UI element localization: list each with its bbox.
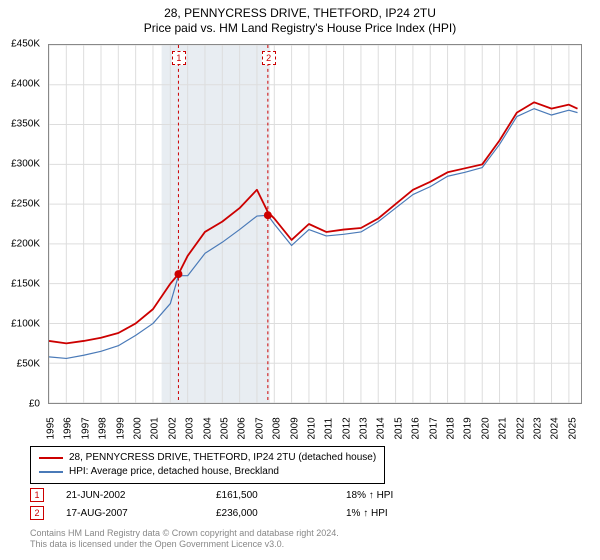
x-tick-label: 2015	[393, 417, 404, 439]
x-tick-label: 2003	[185, 417, 196, 439]
x-tick-label: 2024	[550, 417, 561, 439]
x-tick-label: 1996	[63, 417, 74, 439]
x-tick-label: 2001	[150, 417, 161, 439]
chart-svg	[49, 45, 581, 403]
x-tick-label: 2014	[376, 417, 387, 439]
x-tick-label: 2021	[498, 417, 509, 439]
transaction-marker-1: 1	[30, 488, 44, 502]
transaction-hpi-1: 18% ↑ HPI	[346, 490, 393, 501]
transaction-date-2: 17-AUG-2007	[66, 508, 216, 519]
x-tick-label: 2007	[254, 417, 265, 439]
x-tick-label: 2000	[132, 417, 143, 439]
x-tick-label: 2025	[567, 417, 578, 439]
x-tick-label: 2019	[463, 417, 474, 439]
y-tick-label: £350K	[11, 119, 40, 130]
legend-row-property: 28, PENNYCRESS DRIVE, THETFORD, IP24 2TU…	[39, 451, 376, 465]
x-tick-label: 1995	[46, 417, 57, 439]
chart-marker-2: 2	[262, 51, 276, 65]
x-tick-label: 2023	[533, 417, 544, 439]
footer-text: Contains HM Land Registry data © Crown c…	[30, 528, 339, 550]
x-tick-label: 2005	[219, 417, 230, 439]
x-tick-label: 2006	[237, 417, 248, 439]
y-tick-label: £0	[29, 399, 40, 410]
chart-title-line1: 28, PENNYCRESS DRIVE, THETFORD, IP24 2TU	[0, 6, 600, 20]
x-tick-label: 2018	[446, 417, 457, 439]
x-tick-label: 2004	[202, 417, 213, 439]
legend-label-property: 28, PENNYCRESS DRIVE, THETFORD, IP24 2TU…	[69, 451, 376, 465]
legend-label-hpi: HPI: Average price, detached house, Brec…	[69, 465, 279, 479]
footer-line1: Contains HM Land Registry data © Crown c…	[30, 528, 339, 539]
x-tick-label: 2009	[289, 417, 300, 439]
transaction-price-1: £161,500	[216, 490, 346, 501]
x-tick-label: 1998	[98, 417, 109, 439]
transaction-marker-2: 2	[30, 506, 44, 520]
y-tick-label: £200K	[11, 239, 40, 250]
legend-row-hpi: HPI: Average price, detached house, Brec…	[39, 465, 376, 479]
y-tick-label: £50K	[17, 359, 40, 370]
legend-swatch-property	[39, 457, 63, 459]
y-tick-label: £150K	[11, 279, 40, 290]
x-tick-label: 2022	[515, 417, 526, 439]
footer-line2: This data is licensed under the Open Gov…	[30, 539, 339, 550]
chart-title-block: 28, PENNYCRESS DRIVE, THETFORD, IP24 2TU…	[0, 0, 600, 35]
x-tick-label: 1999	[115, 417, 126, 439]
y-tick-label: £450K	[11, 39, 40, 50]
x-axis: 1995 1996 1997 1998 1999 2000 2001 2002 2003 2004…	[48, 404, 582, 438]
x-tick-label: 2013	[359, 417, 370, 439]
x-tick-label: 2002	[167, 417, 178, 439]
chart-marker-1: 1	[172, 51, 186, 65]
y-axis: £0£50K£100K£150K£200K£250K£300K£350K£400…	[0, 44, 44, 404]
x-tick-label: 2017	[428, 417, 439, 439]
legend-swatch-hpi	[39, 471, 63, 473]
x-tick-label: 2010	[306, 417, 317, 439]
transaction-hpi-2: 1% ↑ HPI	[346, 508, 388, 519]
transaction-date-1: 21-JUN-2002	[66, 490, 216, 501]
y-tick-label: £400K	[11, 79, 40, 90]
legend: 28, PENNYCRESS DRIVE, THETFORD, IP24 2TU…	[30, 446, 385, 484]
y-tick-label: £300K	[11, 159, 40, 170]
y-tick-label: £100K	[11, 319, 40, 330]
transactions-table: 1 21-JUN-2002 £161,500 18% ↑ HPI 2 17-AU…	[30, 486, 570, 522]
transaction-row-2: 2 17-AUG-2007 £236,000 1% ↑ HPI	[30, 504, 570, 522]
transaction-row-1: 1 21-JUN-2002 £161,500 18% ↑ HPI	[30, 486, 570, 504]
chart-title-line2: Price paid vs. HM Land Registry's House …	[0, 21, 600, 35]
x-tick-label: 2011	[324, 418, 335, 440]
transaction-price-2: £236,000	[216, 508, 346, 519]
x-tick-label: 2008	[272, 417, 283, 439]
chart-plot-area: 12	[48, 44, 582, 404]
y-tick-label: £250K	[11, 199, 40, 210]
x-tick-label: 2012	[341, 417, 352, 439]
x-tick-label: 1997	[80, 417, 91, 439]
x-tick-label: 2020	[480, 417, 491, 439]
x-tick-label: 2016	[411, 417, 422, 439]
